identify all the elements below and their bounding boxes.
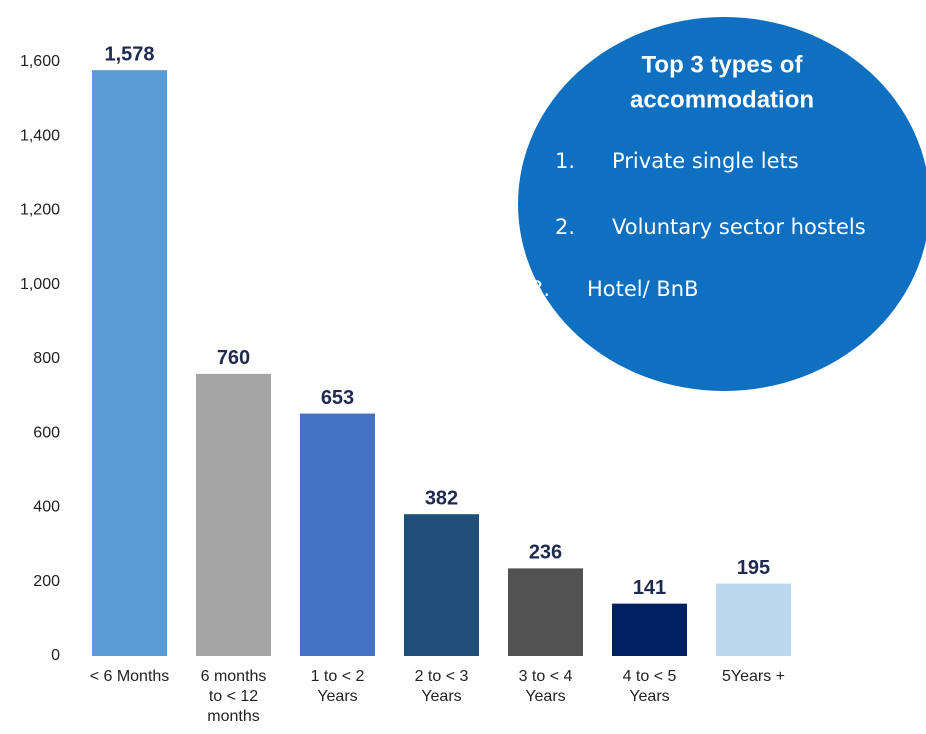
bar bbox=[716, 583, 791, 656]
y-tick-label: 600 bbox=[33, 424, 60, 441]
x-tick-label: 1 to < 2 bbox=[311, 668, 365, 685]
list-number: 3. bbox=[530, 277, 550, 301]
y-tick-label: 1,400 bbox=[20, 127, 60, 144]
x-tick-label: 5Years + bbox=[722, 668, 785, 685]
value-label: 236 bbox=[529, 542, 562, 564]
value-label: 653 bbox=[321, 387, 354, 409]
bar bbox=[508, 568, 583, 656]
bar bbox=[300, 413, 375, 656]
list-item: Private single lets bbox=[612, 149, 799, 173]
y-tick-label: 0 bbox=[51, 647, 60, 664]
list-item: Hotel/ BnB bbox=[587, 277, 699, 301]
y-tick-label: 1,000 bbox=[20, 276, 60, 293]
bar bbox=[404, 514, 479, 656]
y-tick-label: 800 bbox=[33, 350, 60, 367]
x-tick-label: < 6 Months bbox=[90, 668, 170, 685]
x-tick-label: 4 to < 5 bbox=[623, 668, 677, 685]
list-number: 2. bbox=[555, 215, 575, 239]
x-tick-label: 6 months bbox=[201, 668, 267, 685]
y-tick-label: 200 bbox=[33, 573, 60, 590]
value-label: 1,578 bbox=[104, 43, 154, 65]
value-label: 141 bbox=[633, 577, 666, 599]
list-number: 1. bbox=[555, 149, 575, 173]
x-tick-label: 2 to < 3 bbox=[415, 668, 469, 685]
x-tick-label: Years bbox=[317, 688, 357, 705]
value-label: 760 bbox=[217, 347, 250, 369]
x-tick-label: Years bbox=[421, 688, 461, 705]
annotation-title: accommodation bbox=[630, 86, 814, 113]
y-tick-label: 1,200 bbox=[20, 202, 60, 219]
y-tick-label: 1,600 bbox=[20, 53, 60, 70]
list-item: Voluntary sector hostels bbox=[612, 215, 866, 239]
value-label: 195 bbox=[737, 557, 770, 579]
bar bbox=[612, 603, 687, 656]
x-tick-label: to < 12 bbox=[209, 688, 258, 705]
x-tick-label: months bbox=[207, 708, 259, 725]
y-tick-label: 400 bbox=[33, 499, 60, 516]
bar bbox=[196, 373, 271, 656]
x-tick-label: 3 to < 4 bbox=[519, 668, 573, 685]
annotation-circle bbox=[518, 17, 926, 391]
value-label: 382 bbox=[425, 487, 458, 509]
bar bbox=[92, 70, 167, 657]
x-tick-label: Years bbox=[629, 688, 669, 705]
x-tick-label: Years bbox=[525, 688, 565, 705]
annotation-title: Top 3 types of bbox=[642, 51, 804, 78]
